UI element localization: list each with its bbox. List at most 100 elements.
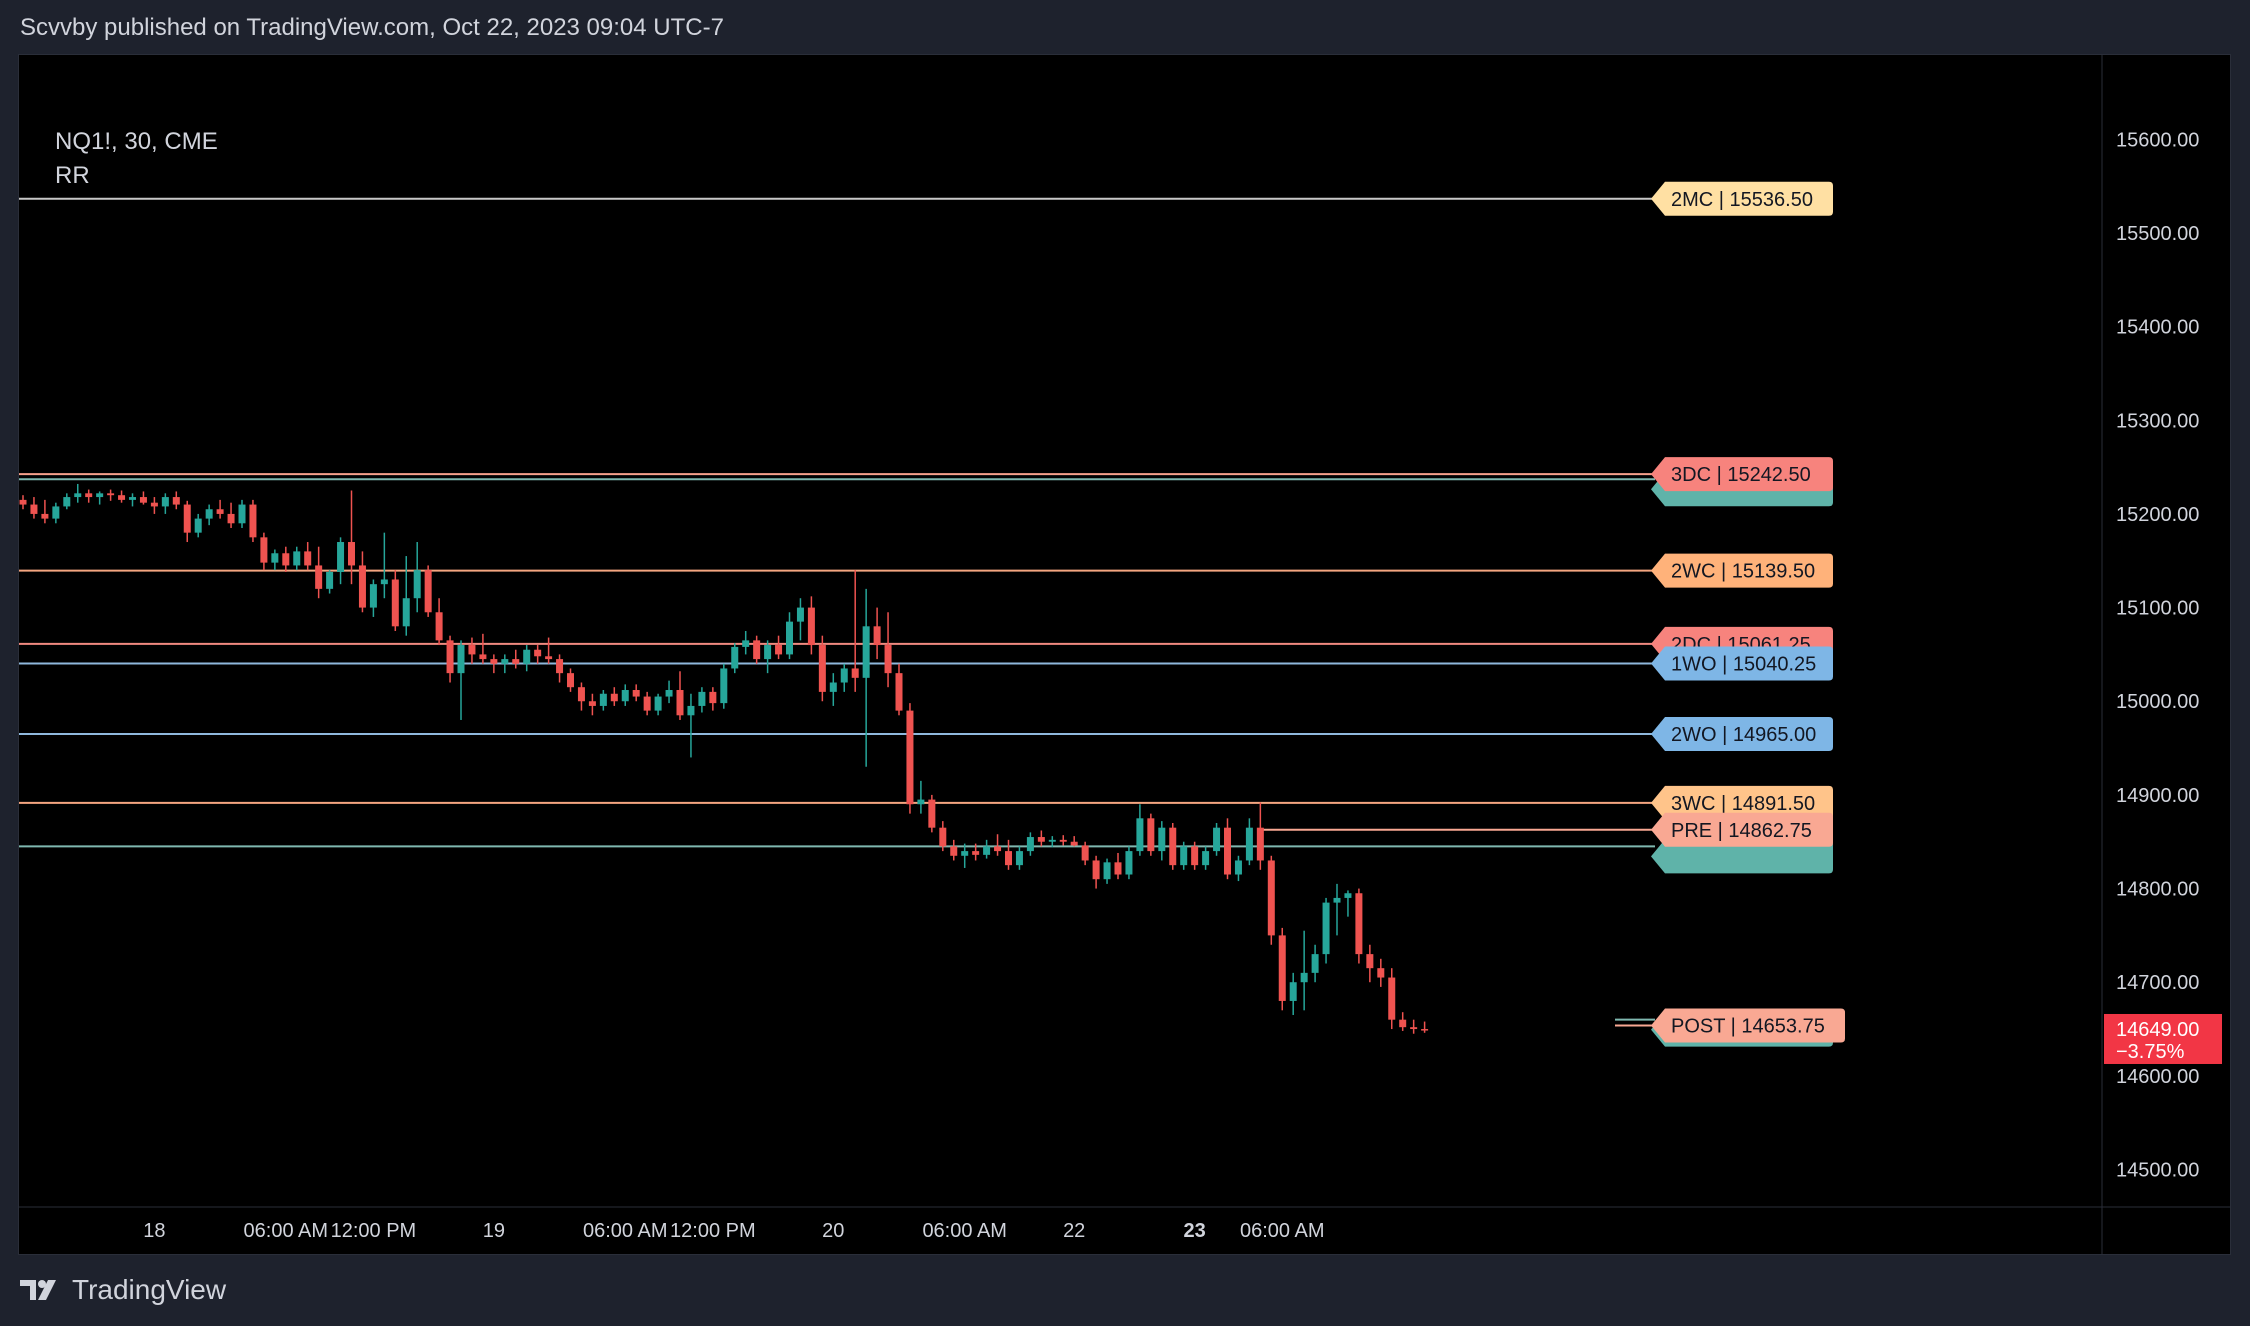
candle-body [1015,851,1023,866]
candle [41,499,49,524]
candle [63,493,71,510]
current-price-change: −3.75% [2116,1041,2185,1063]
candle [950,839,958,861]
candle-body [150,502,158,507]
candle-body [1234,860,1242,875]
candle [709,687,717,711]
chart-pane[interactable]: 2MC | 15536.50 3DC | 15242.50 2WC | 15139.… [18,54,2231,1255]
candle-body [1421,1029,1429,1031]
price-tick-label: 15500.00 [2116,223,2199,245]
level-label-3wc[interactable]: 3WC | 14891.50 [1651,785,1833,820]
candle-body [950,846,958,856]
candle-body [315,565,323,589]
candle-body [1300,972,1308,983]
candle [829,673,837,706]
level-label-pre[interactable]: PRE | 14862.75 [1651,812,1833,847]
candle-body [928,799,936,828]
candle [118,490,126,503]
candle-body [796,607,804,622]
candle-body [216,509,224,514]
level-label-text: 1WO | 15040.25 [1671,654,1816,676]
candle [775,635,783,660]
candle [326,570,334,594]
publish-header: Scvvby published on TradingView.com, Oct… [20,14,724,41]
candle [413,542,421,613]
candle-body [1059,839,1067,842]
level-label-2mc[interactable]: 2MC | 15536.50 [1651,181,1833,216]
candle-body [983,846,991,855]
candle [698,687,706,713]
current-price-box [2104,1013,2222,1064]
candle-body [851,668,859,678]
level-label-2wc[interactable]: 2WC | 15139.50 [1651,553,1833,588]
candle-body [1224,827,1231,875]
level-label-text: POST | 14653.75 [1671,1016,1825,1038]
candle [534,645,542,664]
candle [74,483,82,503]
candle [939,821,947,852]
candle [369,579,377,617]
candle [1355,888,1363,964]
level-label-teal-lower[interactable] [1651,839,1833,874]
level-label-text: 3DC | 15242.50 [1671,464,1811,486]
candle [972,843,980,861]
candle [161,493,169,514]
candle-body [1191,846,1199,866]
candle-body [1289,982,1297,1001]
candle-body [829,682,837,692]
candle-body [1158,827,1166,852]
candle [227,502,235,528]
candle [796,598,804,641]
level-label-text: 2WO | 14965.00 [1671,724,1816,746]
candle-body [238,504,246,524]
candle-body [74,493,82,498]
candle [961,843,969,868]
price-tick-label: 14600.00 [2116,1066,2199,1088]
candle-body [961,851,969,856]
candle [512,649,520,669]
candle-body [786,621,793,655]
candle-body [1202,851,1210,866]
symbol-line[interactable]: NQ1!, 30, CME [55,128,218,155]
candle [906,703,914,814]
candle [994,834,1002,856]
candle [1267,855,1275,945]
indicator-label[interactable]: RR [55,162,90,189]
candle-body [435,612,443,641]
candle-body [1213,827,1221,852]
candle [337,537,345,585]
candle [1224,818,1231,880]
candle-body [1081,845,1089,861]
level-label-post[interactable]: POST | 14653.75 [1651,1008,1845,1043]
candle [402,556,410,636]
price-tick-label: 15000.00 [2116,691,2199,713]
price-tick-label: 15100.00 [2116,598,2199,620]
candle-body [906,710,914,805]
current-price-value: 14649.00 [2116,1019,2199,1041]
candle-body [1037,837,1045,842]
candle [1410,1019,1418,1034]
candlestick-chart[interactable]: 2MC | 15536.50 3DC | 15242.50 2WC | 15139.… [19,55,2230,1254]
tradingview-brand[interactable]: TradingView [72,1274,227,1305]
price-tick-label: 15400.00 [2116,317,2199,339]
candle [742,631,750,655]
tradingview-logo-icon[interactable] [20,1278,60,1302]
candle [807,596,815,655]
candle [501,654,509,674]
candle-body [577,687,585,702]
candle [632,684,640,702]
candle [1015,846,1023,870]
level-label-2wo[interactable]: 2WO | 14965.00 [1651,717,1833,752]
candle-body [556,659,564,674]
level-label-1wo[interactable]: 1WO | 15040.25 [1651,646,1833,681]
candle [52,502,60,524]
candle [129,493,136,507]
candle-body [30,504,38,514]
level-label-3dc[interactable]: 3DC | 15242.50 [1651,457,1833,492]
candle [1147,813,1155,856]
candle-body [19,499,27,505]
candle [1037,830,1045,847]
candle [19,495,27,510]
candle-body [1256,827,1264,861]
candle [720,663,728,709]
